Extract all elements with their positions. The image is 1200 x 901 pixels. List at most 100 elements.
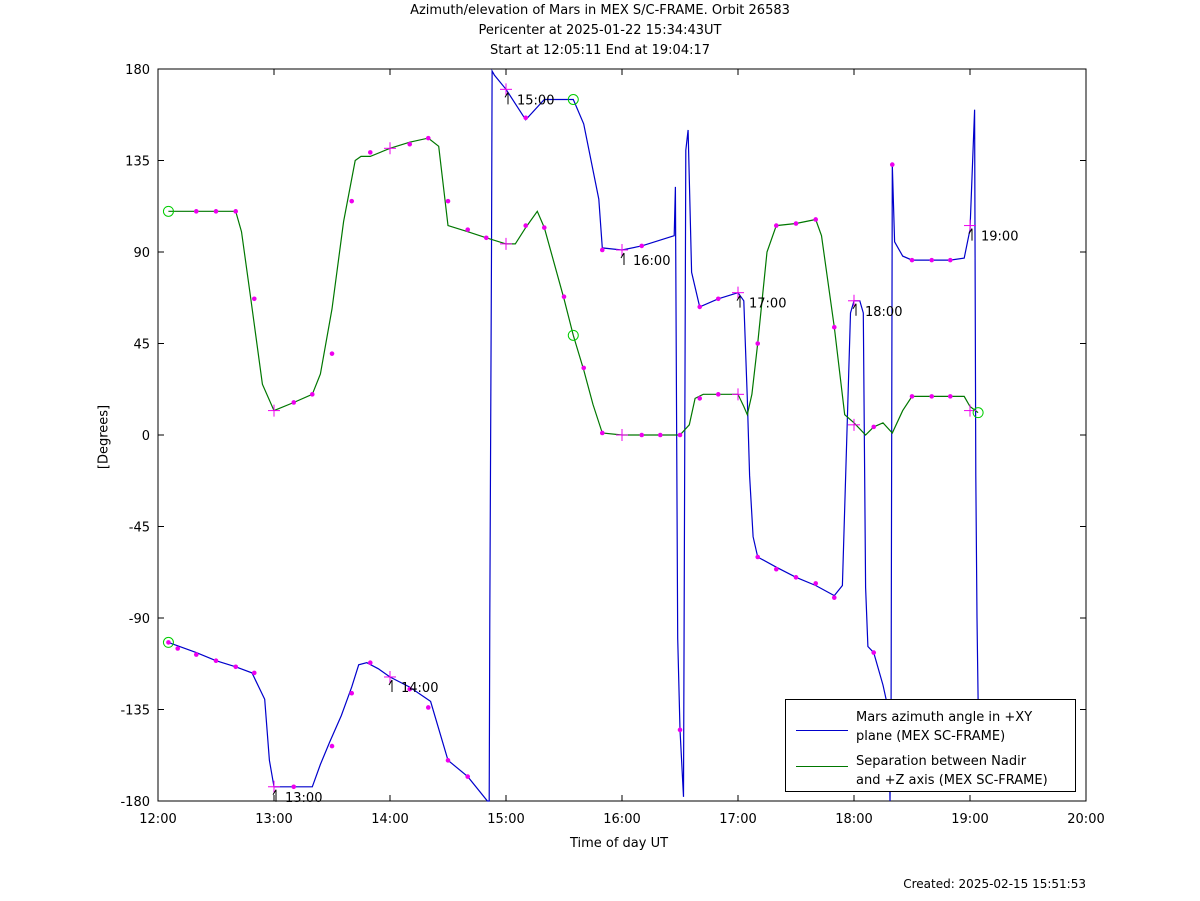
- time-annotation: 14:00: [388, 679, 438, 696]
- sample-marker-azimuth: [599, 247, 605, 253]
- chart-subtitle-line-1: Pericenter at 2025-01-22 15:34:43UT: [478, 23, 722, 38]
- sample-marker-separation: [773, 223, 779, 228]
- sample-marker-separation: [755, 341, 761, 346]
- sample-marker-azimuth: [233, 664, 239, 670]
- annotation-label: 17:00: [749, 297, 786, 312]
- x-tick-label: 20:00: [1067, 812, 1104, 827]
- sample-marker-separation: [465, 227, 471, 232]
- sample-marker-azimuth: [213, 658, 219, 663]
- hour-cross-azimuth: [616, 243, 628, 256]
- time-annotation: 15:00: [504, 92, 554, 108]
- sample-marker-separation: [541, 225, 547, 230]
- x-tick-label: 15:00: [487, 812, 524, 827]
- event-circle-separation: [972, 407, 984, 419]
- x-tick-label: 16:00: [603, 812, 640, 827]
- y-tick-label: -90: [129, 612, 150, 627]
- start-marker-azimuth: [166, 640, 171, 645]
- sample-marker-azimuth: [697, 304, 703, 310]
- sample-marker-separation: [329, 351, 335, 356]
- legend-swatch-azimuth: [796, 730, 848, 731]
- annotation-arrow-head: [388, 679, 393, 686]
- legend-label-azimuth-line-2: plane (MEX SC-FRAME): [856, 729, 1006, 744]
- annotation-arrow-head: [852, 303, 857, 310]
- sample-marker-separation: [697, 396, 703, 401]
- sample-marker-azimuth: [755, 554, 761, 560]
- sample-marker-separation: [193, 209, 199, 214]
- sample-marker-separation: [407, 141, 413, 147]
- sample-marker-azimuth: [813, 581, 819, 586]
- hour-cross-azimuth: [732, 286, 744, 299]
- time-annotation: 19:00: [968, 228, 1018, 245]
- sample-marker-azimuth: [871, 650, 877, 655]
- series-line-separation: [168, 137, 979, 436]
- x-tick-label: 17:00: [719, 812, 756, 827]
- sample-marker-separation: [523, 223, 529, 228]
- sample-marker-separation: [349, 198, 355, 204]
- sample-marker-separation: [639, 432, 645, 438]
- sample-marker-azimuth: [523, 115, 529, 121]
- hour-cross-azimuth: [964, 219, 976, 232]
- sample-marker-azimuth: [291, 784, 297, 790]
- legend: Mars azimuth angle in +XY plane (MEX SC-…: [785, 699, 1076, 792]
- y-tick-label: 180: [125, 63, 150, 78]
- legend-swatch-separation: [796, 766, 848, 767]
- hour-cross-separation: [848, 418, 860, 431]
- y-tick-label: 0: [142, 429, 150, 444]
- x-tick-label: 18:00: [835, 812, 872, 827]
- y-tick-label: -180: [120, 795, 150, 810]
- sample-marker-azimuth: [793, 575, 799, 580]
- sample-marker-separation: [831, 324, 837, 330]
- sample-marker-separation: [483, 235, 489, 241]
- y-tick-label: -135: [120, 704, 150, 719]
- sample-marker-separation: [813, 217, 819, 222]
- sample-marker-azimuth: [193, 652, 199, 657]
- sample-marker-separation: [793, 221, 799, 226]
- sample-marker-separation: [909, 394, 915, 399]
- sample-marker-azimuth: [929, 257, 935, 263]
- sample-marker-separation: [425, 135, 431, 141]
- hour-cross-azimuth: [500, 83, 512, 96]
- sample-marker-separation: [599, 430, 605, 436]
- hour-cross-azimuth: [268, 780, 280, 793]
- sample-marker-azimuth: [329, 743, 335, 749]
- sample-marker-azimuth: [465, 774, 471, 779]
- hour-cross-separation: [964, 404, 976, 417]
- chart-title: Azimuth/elevation of Mars in MEX S/C-FRA…: [410, 3, 790, 18]
- hour-cross-separation: [384, 142, 396, 155]
- annotation-arrow-head: [736, 295, 741, 301]
- legend-label-azimuth-line-1: Mars azimuth angle in +XY: [856, 710, 1033, 725]
- sample-marker-azimuth: [425, 705, 431, 710]
- event-circle-separation: [162, 205, 174, 217]
- x-tick-label: 14:00: [371, 812, 408, 827]
- annotation-label: 19:00: [981, 230, 1018, 245]
- hour-cross-separation: [616, 429, 628, 441]
- hour-cross-separation: [268, 404, 280, 417]
- sample-marker-separation: [445, 198, 451, 204]
- sample-marker-separation: [929, 394, 935, 399]
- annotation-arrow-head: [504, 92, 509, 98]
- x-tick-label: 12:00: [139, 812, 176, 827]
- y-tick-label: -45: [129, 521, 150, 536]
- y-tick-label: 90: [133, 246, 150, 261]
- event-circle-separation: [567, 329, 579, 341]
- annotation-label: 14:00: [401, 681, 438, 696]
- sample-marker-azimuth: [175, 646, 181, 651]
- sample-marker-separation: [871, 424, 877, 430]
- hour-cross-azimuth: [848, 294, 860, 307]
- sample-marker-azimuth: [889, 162, 895, 167]
- annotation-label: 15:00: [517, 93, 554, 108]
- event-circle-azimuth: [567, 94, 579, 105]
- time-annotation: 17:00: [736, 295, 786, 312]
- sample-marker-azimuth: [407, 686, 413, 692]
- chart-subtitle-line-2: Start at 12:05:11 End at 19:04:17: [489, 43, 711, 58]
- legend-label-separation-line-1: Separation between Nadir: [856, 754, 1027, 769]
- sample-marker-azimuth: [773, 566, 779, 572]
- legend-label-separation-line-2: and +Z axis (MEX SC-FRAME): [856, 773, 1048, 788]
- series-line-azimuth: [168, 68, 979, 802]
- x-axis-label: Time of day UT: [569, 836, 669, 851]
- annotation-arrow-head: [620, 252, 625, 259]
- hour-cross-separation: [500, 237, 512, 250]
- sample-marker-azimuth: [639, 243, 645, 249]
- y-tick-label: 135: [125, 155, 150, 170]
